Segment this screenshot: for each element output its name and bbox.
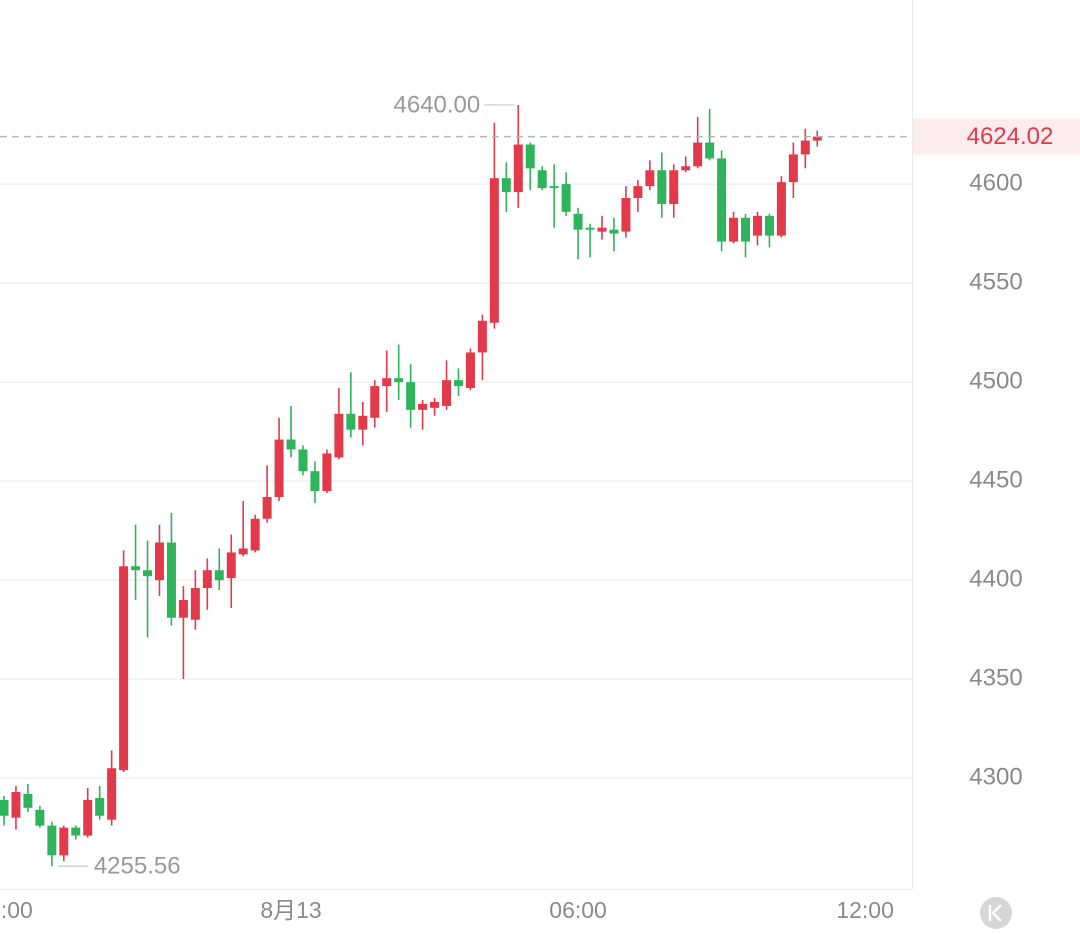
candle-body [477,320,487,353]
candle-body [585,227,595,230]
candle-body [573,213,583,230]
candle-body [705,142,715,159]
candle-body [513,144,523,193]
candle-body [800,140,810,155]
candle-body [788,154,798,183]
candle-body [286,439,296,450]
candle-body [717,158,727,242]
candle-body [382,378,392,387]
candle-body [430,401,440,408]
x-tick-label: 06:00 [549,897,607,923]
y-tick-label: 4450 [969,466,1022,493]
min-label: 4255.56 [94,852,181,879]
candle-body [669,170,679,204]
kline-icon-glyph [988,904,1002,922]
candle-body [741,217,751,242]
y-tick-label: 4350 [969,664,1022,691]
candle-body [238,548,248,555]
candle-body [23,793,33,808]
candle-body [453,380,463,387]
candle-body [11,791,21,818]
candle-body [418,403,428,410]
candle-body [119,566,129,771]
candle-body [681,166,691,171]
candle-body [609,229,619,234]
candle-body [178,599,188,618]
candle-body [549,186,559,189]
candle-body [752,215,762,236]
candle-body [465,352,475,389]
x-tick-label: 18:00 [0,897,33,923]
candle-body [406,382,416,410]
y-tick-label: 4300 [969,763,1022,790]
candle-body [537,170,547,189]
x-tick-label: 12:00 [836,897,894,923]
candle-body [394,378,404,383]
kline-icon[interactable] [980,897,1012,929]
candle-body [250,518,260,551]
candle-body [35,809,45,826]
candle-body [633,186,643,198]
candle-body [764,215,774,236]
candle-body [95,797,105,816]
candle-body [226,552,236,579]
candle-body [71,827,81,836]
candle-body [370,386,380,418]
candle-body [489,178,499,323]
last-price-label: 4624.02 [967,123,1054,150]
candle-body [310,471,320,492]
candle-body [0,799,9,816]
candle-body [346,413,356,430]
max-label: 4640.00 [394,91,481,118]
candle-body [190,588,200,620]
candle-body [597,227,607,232]
y-tick-label: 4600 [969,169,1022,196]
candle-body [214,570,224,581]
y-tick-label: 4400 [969,565,1022,592]
last-price-box [913,118,1080,155]
candle-body [166,542,176,618]
candle-body [776,182,786,236]
x-tick-label: 8月13 [260,897,321,923]
candle-body [525,144,535,169]
candle-body [322,453,332,492]
candle-body [262,496,272,519]
candle-body [729,217,739,242]
candle-body [131,566,141,571]
candle-body [657,170,667,204]
candle-body [154,542,164,581]
candle-body [561,184,571,212]
candle-body [812,136,822,141]
candle-body [693,142,703,167]
y-tick-label: 4500 [969,367,1022,394]
candle-body [645,170,655,187]
candle-body [274,439,284,497]
candle-body [83,799,93,836]
y-tick-label: 4550 [969,268,1022,295]
candle-body [47,825,57,856]
candle-body [334,413,344,458]
kline-button[interactable] [980,897,1012,929]
candle-body [107,768,117,820]
candle-body [621,197,631,232]
candle-body [358,415,368,430]
candle-body [442,380,452,406]
candle-body [298,449,308,472]
candle-body [143,570,153,577]
candle-body [202,570,212,589]
candle-body [59,827,69,856]
candle-body [501,178,511,193]
